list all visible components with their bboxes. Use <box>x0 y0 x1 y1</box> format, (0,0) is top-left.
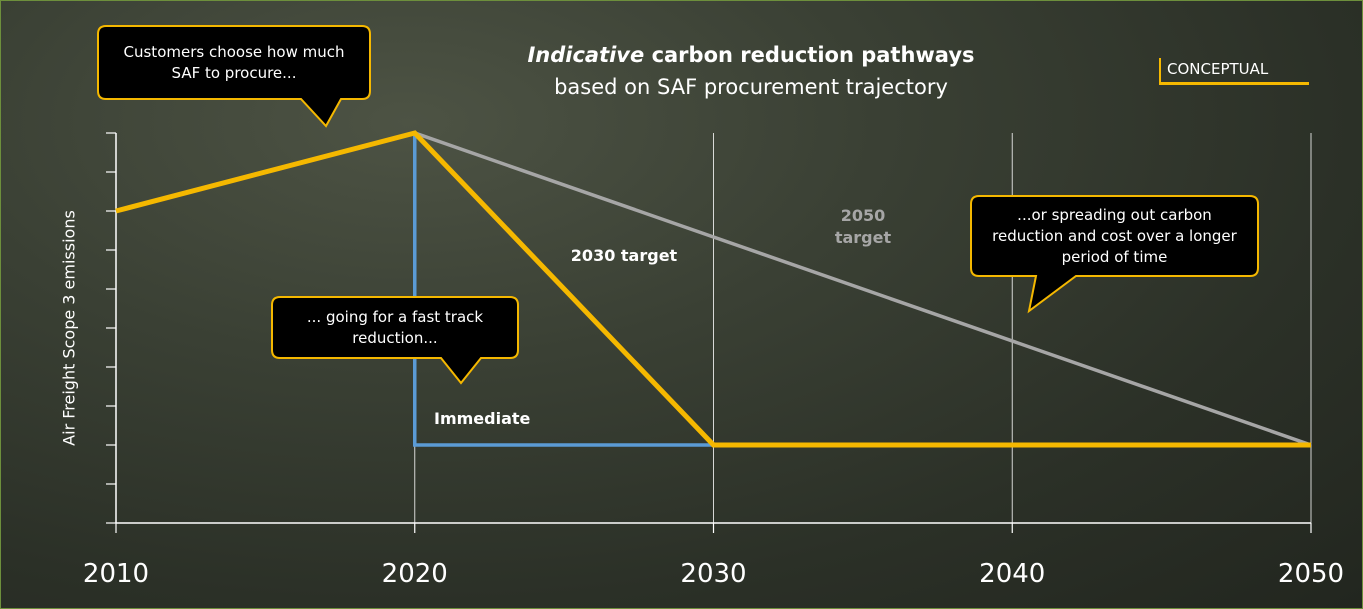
x-tick-label: 2030 <box>664 559 764 589</box>
series-label: 2030 target <box>554 245 694 267</box>
chart-subtitle: based on SAF procurement trajectory <box>554 75 948 99</box>
chart-title: Indicative carbon reduction pathways bas… <box>431 39 1071 103</box>
x-tick-label: 2020 <box>365 559 465 589</box>
callout-text: Customers choose how much SAF to procure… <box>112 26 356 99</box>
y-axis-label: Air Freight Scope 3 emissions <box>60 210 79 446</box>
x-tick-label: 2010 <box>66 559 166 589</box>
series-label: 2050 target <box>823 205 903 249</box>
callout-text: ...or spreading out carbon reduction and… <box>985 196 1244 276</box>
tag: CONCEPTUAL <box>1159 58 1309 85</box>
title-emphasis: Indicative <box>527 43 644 67</box>
x-tick-label: 2050 <box>1261 559 1361 589</box>
series-label: Immediate <box>434 408 564 430</box>
chart: Indicative carbon reduction pathways bas… <box>0 0 1363 609</box>
x-tick-label: 2040 <box>962 559 1062 589</box>
callout-text: ... going for a fast track reduction... <box>286 297 504 358</box>
title-text: carbon reduction pathways <box>652 43 975 67</box>
